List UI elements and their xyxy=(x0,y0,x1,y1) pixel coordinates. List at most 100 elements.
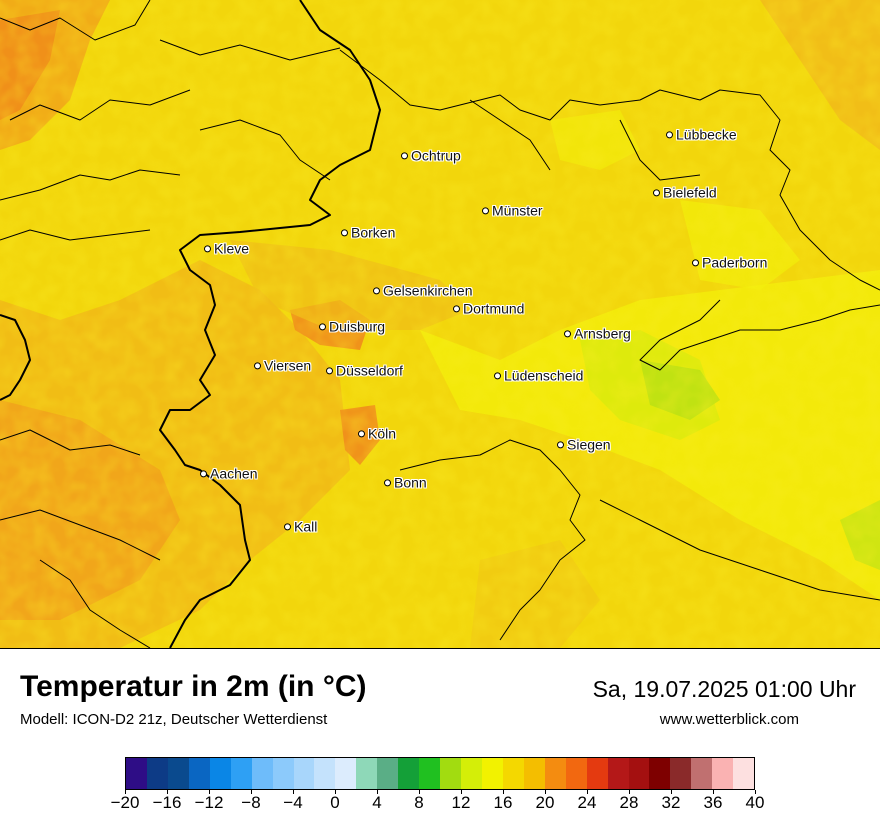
legend-swatch xyxy=(230,758,252,789)
legend-swatch xyxy=(377,758,399,789)
legend-swatch xyxy=(356,758,378,789)
legend-swatch xyxy=(126,758,147,789)
legend-swatch xyxy=(649,758,671,789)
city-dot-icon xyxy=(319,323,326,331)
city-marker[interactable]: Düsseldorf xyxy=(326,361,403,379)
legend-swatch xyxy=(167,758,189,789)
city-dot-icon xyxy=(373,287,380,295)
legend-tick-mark xyxy=(377,790,378,794)
legend-tick-label: 32 xyxy=(661,793,681,812)
city-dot-icon xyxy=(557,441,564,449)
legend-swatch xyxy=(481,758,503,789)
legend-tick-mark xyxy=(251,790,252,794)
city-dot-icon xyxy=(653,189,660,197)
legend-swatch xyxy=(314,758,336,789)
city-marker[interactable]: Bonn xyxy=(384,473,427,491)
legend-tick-label: 20 xyxy=(535,793,555,812)
legend-tick-mark xyxy=(209,790,210,794)
legend-tick-mark xyxy=(419,790,420,794)
legend-tick-label: 12 xyxy=(451,793,471,812)
legend-swatch xyxy=(146,758,168,789)
legend-tick-mark xyxy=(461,790,462,794)
color-legend xyxy=(125,757,755,790)
city-dot-icon xyxy=(200,470,207,478)
city-marker[interactable]: Köln xyxy=(358,424,396,442)
legend-tick-label: 16 xyxy=(493,793,513,812)
legend-swatch xyxy=(523,758,545,789)
city-marker[interactable]: Aachen xyxy=(200,464,257,482)
city-marker[interactable]: Duisburg xyxy=(319,317,385,335)
model-source: Modell: ICON-D2 21z, Deutscher Wetterdie… xyxy=(20,711,328,728)
city-dot-icon xyxy=(384,479,391,487)
legend-tick-label: 28 xyxy=(619,793,639,812)
city-dot-icon xyxy=(692,259,699,267)
legend-swatch xyxy=(544,758,566,789)
city-dot-icon xyxy=(482,207,489,215)
city-dot-icon xyxy=(204,245,211,253)
city-dot-icon xyxy=(401,152,408,160)
forecast-datetime: Sa, 19.07.2025 01:00 Uhr xyxy=(592,676,856,702)
legend-swatch xyxy=(251,758,273,789)
legend-tick-label: 4 xyxy=(372,793,382,812)
city-dot-icon xyxy=(341,229,348,237)
legend-tick-label: −16 xyxy=(152,793,182,812)
legend-tick-label: 8 xyxy=(414,793,424,812)
legend-tick-mark xyxy=(545,790,546,794)
temperature-map[interactable]: Ochtrup Lübbecke Bielefeld Münster Borke… xyxy=(0,0,880,649)
legend-swatch xyxy=(293,758,315,789)
city-dot-icon xyxy=(358,430,365,438)
city-marker[interactable]: Dortmund xyxy=(453,299,524,317)
legend-tick-mark xyxy=(503,790,504,794)
legend-tick-label: −4 xyxy=(283,793,303,812)
legend-tick-mark xyxy=(629,790,630,794)
legend-tick-mark xyxy=(293,790,294,794)
legend-tick-label: −8 xyxy=(241,793,261,812)
website-link[interactable]: www.wetterblick.com xyxy=(659,711,799,728)
legend-swatch xyxy=(398,758,420,789)
city-dot-icon xyxy=(494,372,501,380)
city-marker[interactable]: Siegen xyxy=(557,435,611,453)
legend-swatch xyxy=(335,758,357,789)
legend-tick-mark xyxy=(755,790,756,794)
legend-tick-mark xyxy=(587,790,588,794)
legend-tick-label: 36 xyxy=(703,793,723,812)
legend-swatch xyxy=(691,758,713,789)
legend-swatch xyxy=(461,758,482,789)
city-marker[interactable]: Gelsenkirchen xyxy=(373,281,473,299)
legend-swatch xyxy=(733,758,755,789)
legend-swatch xyxy=(565,758,587,789)
legend-tick-label: 40 xyxy=(745,793,765,812)
city-marker[interactable]: Ochtrup xyxy=(401,146,461,164)
city-marker[interactable]: Lüdenscheid xyxy=(494,366,583,384)
legend-swatch xyxy=(712,758,734,789)
legend-swatch xyxy=(670,758,692,789)
city-marker[interactable]: Bielefeld xyxy=(653,183,717,201)
legend-tick-label: −12 xyxy=(194,793,224,812)
city-marker[interactable]: Arnsberg xyxy=(564,324,631,342)
legend-tick-label: −20 xyxy=(110,793,140,812)
legend-swatch xyxy=(628,758,650,789)
city-marker[interactable]: Kall xyxy=(284,517,317,535)
legend-tick-mark xyxy=(125,790,126,794)
city-marker[interactable]: Viersen xyxy=(254,356,311,374)
legend-swatch xyxy=(419,758,441,789)
city-dot-icon xyxy=(326,367,333,375)
city-dot-icon xyxy=(284,523,291,531)
legend-swatch xyxy=(502,758,524,789)
legend-ticks: −20 −16 −12 −8 −4 0 4 8 12 16 20 24 28 32 36 40 xyxy=(111,790,764,817)
legend-tick-mark xyxy=(713,790,714,794)
legend-swatch xyxy=(188,758,210,789)
city-marker[interactable]: Kleve xyxy=(204,239,249,257)
legend-swatch xyxy=(209,758,231,789)
legend-swatch xyxy=(272,758,294,789)
legend-tick-mark xyxy=(167,790,168,794)
city-dot-icon xyxy=(254,362,261,370)
legend-tick-label: 24 xyxy=(577,793,597,812)
city-dot-icon xyxy=(453,305,460,313)
city-marker[interactable]: Münster xyxy=(482,201,543,219)
city-marker[interactable]: Paderborn xyxy=(692,253,767,271)
map-title: Temperatur in 2m (in °C) xyxy=(20,670,367,703)
city-marker[interactable]: Lübbecke xyxy=(666,125,737,143)
city-dot-icon xyxy=(564,330,571,338)
city-marker[interactable]: Borken xyxy=(341,223,395,241)
